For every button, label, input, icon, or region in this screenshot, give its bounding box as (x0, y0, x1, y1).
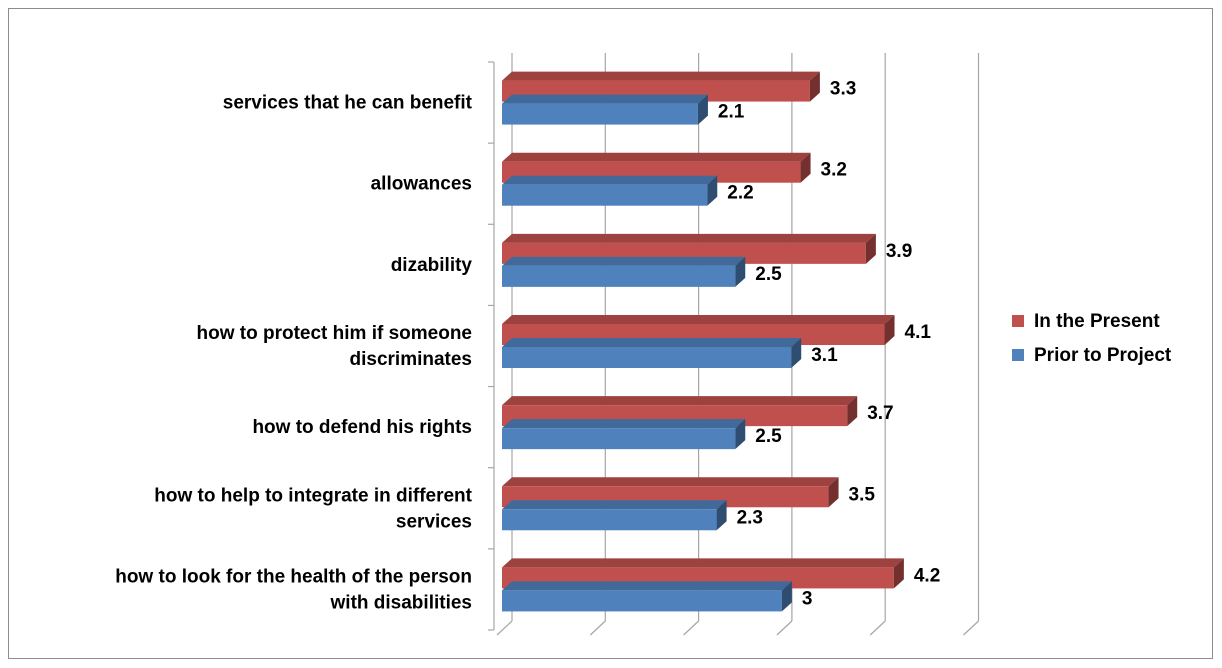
data-label: 3.1 (811, 345, 838, 366)
data-label: 2.2 (727, 183, 753, 204)
bar (502, 509, 717, 531)
data-label: 4.1 (905, 322, 932, 343)
floor-line (869, 620, 886, 636)
bar-top-face (502, 581, 792, 591)
category-label: how to protect him if someone (196, 323, 472, 344)
floor-line (496, 620, 513, 636)
category-label: with disabilities (330, 592, 472, 613)
legend-label: In the Present (1034, 311, 1160, 332)
data-label: 2.1 (718, 102, 745, 123)
data-label: 3.5 (849, 484, 876, 505)
legend-swatch (1012, 349, 1024, 361)
bar-end-face (716, 500, 727, 531)
data-label: 2.5 (755, 264, 782, 285)
bar-end-face (828, 477, 839, 508)
floor-line (776, 620, 793, 636)
bar-top-face (502, 315, 895, 324)
category-label: allowances (371, 174, 472, 195)
bar-end-face (707, 175, 718, 206)
category-label: how to help to integrate in different (154, 485, 472, 506)
bar-top-face (502, 71, 820, 81)
legend-swatch (1012, 315, 1024, 327)
data-label: 3 (802, 588, 813, 609)
bar-top-face (502, 500, 727, 510)
bar-end-face (791, 338, 802, 368)
bar-end-face (865, 233, 876, 264)
bar (502, 347, 792, 368)
bar-top-face (502, 175, 718, 185)
bar (502, 265, 736, 287)
bar-end-face (735, 419, 746, 450)
bar-top-face (502, 256, 746, 266)
bar-top-face (502, 396, 858, 406)
floor-line (589, 620, 606, 636)
bar-end-face (893, 558, 904, 589)
bar-end-face (735, 256, 746, 287)
data-label: 3.9 (886, 241, 912, 262)
category-label: services that he can benefit (223, 93, 473, 114)
bar-top-face (502, 477, 839, 487)
bar-end-face (884, 315, 895, 345)
bar-top-face (502, 338, 802, 347)
bar-end-face (847, 396, 858, 427)
bar-end-face (781, 581, 792, 612)
bar (502, 103, 698, 125)
floor-line (683, 620, 700, 636)
bar-end-face (800, 152, 811, 183)
bar-end-face (697, 94, 708, 125)
data-label: 3.7 (867, 403, 893, 424)
data-label: 2.5 (755, 426, 782, 447)
bar (502, 184, 708, 206)
bar-top-face (502, 152, 811, 162)
bar-top-face (502, 419, 746, 429)
bar-top-face (502, 558, 904, 568)
data-label: 2.3 (737, 507, 763, 528)
floor-line (963, 620, 979, 636)
bar-end-face (809, 71, 820, 102)
category-label: discriminates (350, 349, 473, 370)
bar-top-face (502, 94, 708, 104)
category-label: dizability (391, 255, 473, 276)
bar (502, 590, 782, 612)
legend-label: Prior to Project (1034, 345, 1172, 366)
category-label: how to defend his rights (252, 417, 472, 438)
data-label: 3.2 (821, 160, 847, 181)
data-label: 3.3 (830, 79, 856, 100)
data-label: 4.2 (914, 565, 940, 586)
bar (502, 428, 736, 450)
category-label: services (396, 511, 472, 532)
bar-top-face (502, 233, 876, 243)
category-label: how to look for the health of the person (115, 566, 472, 587)
